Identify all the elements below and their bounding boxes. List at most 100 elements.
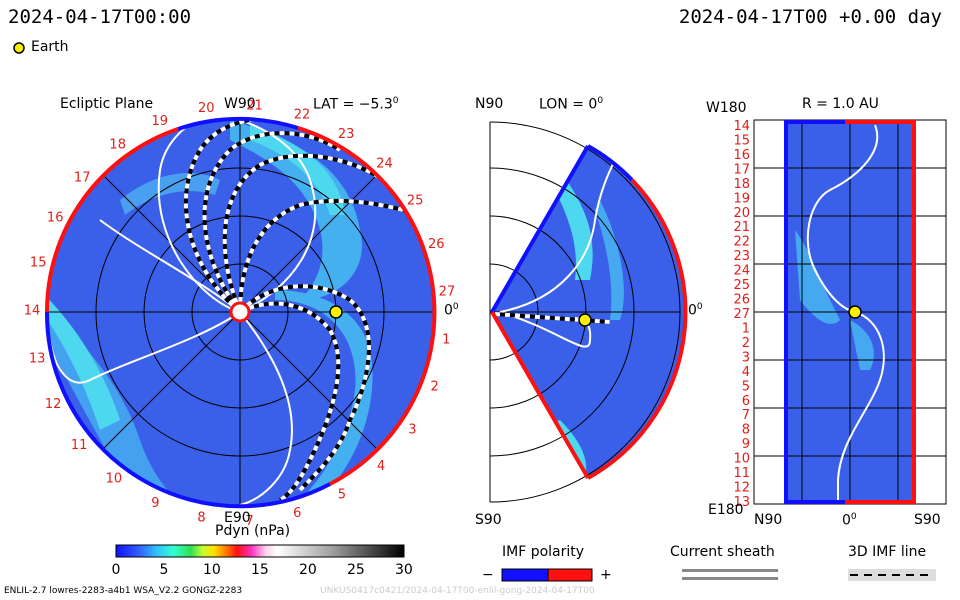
radial-row-label: 27	[733, 307, 750, 322]
radial-row-label: 18	[733, 177, 750, 192]
meridional-zero-label: 00	[688, 302, 703, 319]
radial-row-labels: 1415161718192021222324252627123456789101…	[733, 119, 750, 510]
colorbar-title: Pdyn (nPa)	[215, 523, 291, 539]
carrington-label: 7	[246, 514, 254, 529]
carrington-label: 11	[71, 438, 88, 453]
carrington-label: 13	[29, 352, 46, 367]
radial-row-label: 24	[733, 264, 750, 279]
radial-row-label: 11	[733, 466, 750, 481]
radial-row-label: 15	[733, 134, 750, 149]
colorbar-tick: 0	[111, 562, 121, 578]
carrington-label: 3	[408, 422, 416, 437]
meridional-plane-plot	[489, 121, 688, 503]
carrington-label: 5	[338, 487, 346, 502]
imf-polarity-minus: −	[482, 567, 494, 583]
radial-r-label: R = 1.0 AU	[802, 96, 879, 112]
colorbar-tick: 20	[299, 562, 317, 578]
carrington-label: 10	[106, 471, 123, 486]
radial-map-plot	[753, 119, 947, 505]
carrington-label: 14	[24, 304, 41, 319]
radial-row-label: 16	[733, 148, 750, 163]
imf-line-swatch	[848, 569, 936, 581]
radial-row-label: 2	[742, 336, 750, 351]
carrington-label: 2	[430, 379, 438, 394]
carrington-label: 16	[47, 211, 64, 226]
radial-row-label: 26	[733, 293, 750, 308]
footer-model-info: ENLIL-2.7 lowres-2283-a4b1 WSA_V2.2 GONG…	[4, 586, 243, 596]
header-right-time: 2024-04-17T00 +0.00 day	[678, 6, 942, 28]
carrington-label: 4	[377, 459, 385, 474]
ecliptic-title: Ecliptic Plane	[60, 96, 154, 112]
footer-watermark: UNKUS0417c0421/2024-04-17T00-enlil-gong-…	[320, 586, 595, 596]
ecliptic-plane-plot	[44, 116, 437, 509]
carrington-label: 1	[442, 333, 450, 348]
polarity-positive-swatch	[547, 568, 593, 582]
current-sheath-swatch	[682, 569, 778, 580]
polarity-negative-swatch	[501, 568, 549, 582]
carrington-label: 24	[376, 156, 393, 171]
meridional-s-label: S90	[475, 512, 502, 528]
carrington-label: 22	[294, 107, 311, 122]
carrington-label: 12	[45, 397, 62, 412]
ecliptic-lat-label: LAT = −5.30	[313, 96, 399, 113]
radial-row-label: 12	[733, 481, 750, 496]
carrington-label: 21	[246, 99, 263, 114]
radial-row-label: 6	[742, 394, 750, 409]
radial-row-label: 13	[733, 495, 750, 510]
colorbar-tick: 25	[347, 562, 365, 578]
colorbar-tick: 15	[251, 562, 269, 578]
current-sheath-title: Current sheath	[670, 544, 775, 560]
radial-row-label: 8	[742, 423, 750, 438]
radial-row-label: 9	[742, 437, 750, 452]
earth-legend-label: Earth	[31, 39, 69, 55]
radial-row-label: 25	[733, 278, 750, 293]
radial-row-label: 7	[742, 408, 750, 423]
colorbar-tick: 5	[159, 562, 169, 578]
radial-row-label: 20	[733, 206, 750, 221]
radial-row-label: 22	[733, 235, 750, 250]
colorbar-tick: 30	[395, 562, 413, 578]
earth-marker-ecliptic	[329, 305, 343, 319]
imf-polarity-title: IMF polarity	[502, 544, 585, 560]
ecliptic-w-label: W90	[224, 96, 256, 112]
radial-row-label: 19	[733, 191, 750, 206]
header-left-time: 2024-04-17T00:00	[8, 6, 192, 28]
meridional-lon-label: LON = 00	[539, 96, 604, 113]
carrington-label: 20	[198, 101, 215, 116]
carrington-label: 23	[338, 127, 355, 142]
radial-x-zero: 00	[842, 512, 857, 529]
carrington-label: 18	[109, 138, 126, 153]
carrington-label: 19	[152, 114, 169, 129]
radial-row-label: 3	[742, 350, 750, 365]
imf-polarity-plus: +	[600, 567, 612, 583]
radial-row-label: 17	[733, 162, 750, 177]
colorbar-tick: 10	[203, 562, 221, 578]
carrington-label: 25	[407, 194, 424, 209]
radial-x-s90: S90	[914, 512, 941, 528]
carrington-label: 17	[74, 171, 91, 186]
carrington-label: 15	[30, 256, 47, 271]
radial-row-label: 21	[733, 220, 750, 235]
carrington-label: 9	[151, 496, 159, 511]
carrington-label: 27	[439, 284, 456, 299]
imf-line-title: 3D IMF line	[848, 544, 927, 560]
meridional-n-label: N90	[475, 96, 504, 112]
carrington-label: 8	[197, 510, 205, 525]
radial-row-label: 1	[742, 322, 750, 337]
radial-row-label: 4	[742, 365, 750, 380]
carrington-label: 26	[428, 237, 445, 252]
radial-w-label: W180	[706, 100, 747, 116]
radial-x-n90: N90	[754, 512, 783, 528]
radial-row-label: 10	[733, 452, 750, 467]
earth-legend-icon	[13, 42, 25, 54]
ecliptic-e-label: E90	[224, 510, 251, 526]
earth-marker-radial	[848, 305, 862, 319]
radial-row-label: 23	[733, 249, 750, 264]
ecliptic-zero-label: 00	[444, 302, 459, 319]
earth-marker-meridional	[578, 313, 592, 327]
pdyn-colorbar	[115, 544, 405, 558]
radial-row-label: 14	[733, 119, 750, 134]
carrington-label: 6	[293, 506, 301, 521]
